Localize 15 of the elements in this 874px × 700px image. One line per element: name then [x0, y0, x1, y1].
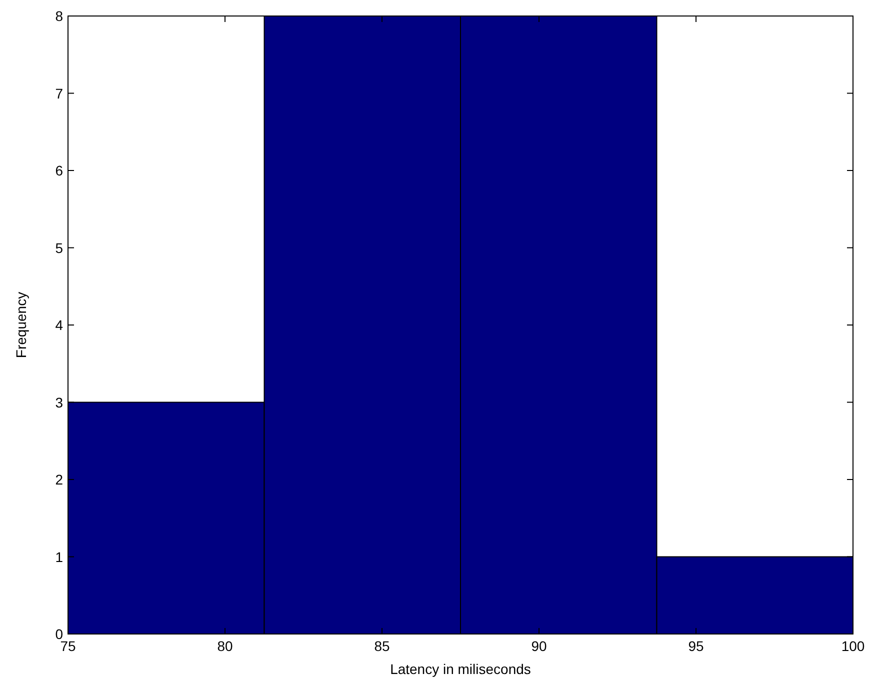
y-tick-label: 4 — [55, 317, 64, 333]
x-axis-title: Latency in miliseconds — [390, 661, 531, 677]
y-tick-label: 2 — [55, 472, 64, 488]
x-tick-label: 85 — [374, 638, 390, 654]
y-tick-label: 7 — [55, 85, 64, 102]
x-tick-label: 100 — [841, 638, 865, 654]
y-tick-label: 5 — [55, 240, 64, 256]
y-tick-label: 3 — [55, 394, 64, 410]
x-tick-label: 95 — [688, 638, 704, 654]
x-tick-label: 90 — [531, 638, 547, 654]
y-tick-label: 1 — [55, 548, 64, 565]
y-axis-title: Frequency — [13, 292, 29, 358]
x-tick-label: 80 — [217, 638, 233, 654]
y-tick-label: 6 — [55, 162, 64, 178]
y-tick-label: 8 — [55, 8, 64, 24]
